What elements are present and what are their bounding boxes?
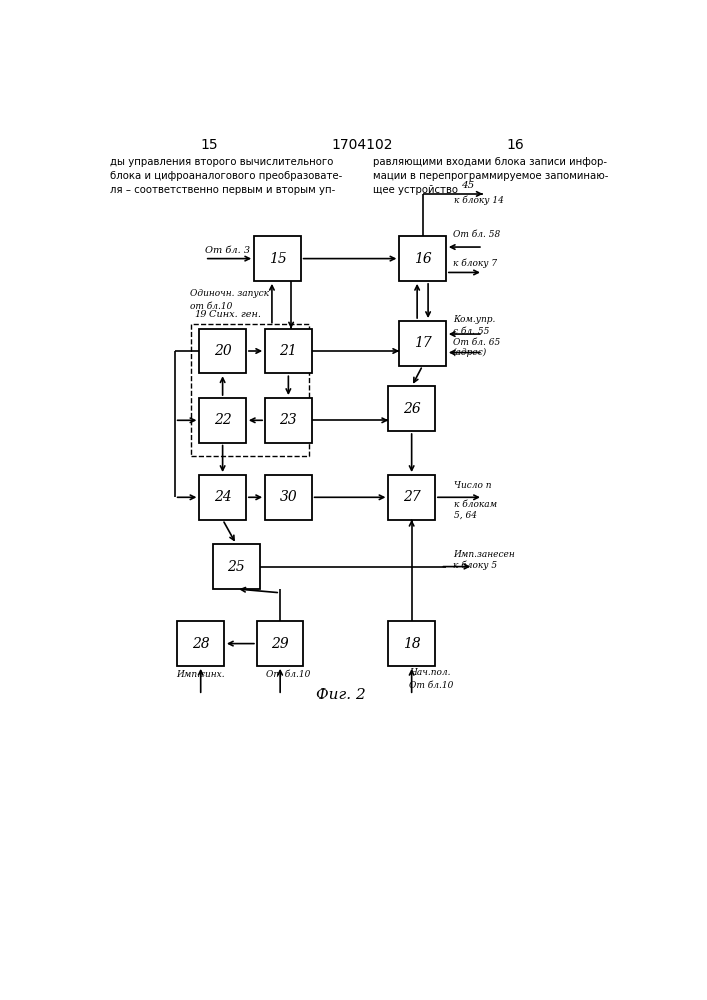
Text: равляющими входами блока записи инфор-
мации в перепрограммируемое запоминаю-
ще: равляющими входами блока записи инфор- м… bbox=[373, 157, 609, 195]
Bar bbox=[388, 386, 435, 431]
Bar bbox=[199, 329, 246, 373]
Bar bbox=[213, 544, 259, 589]
Text: 16: 16 bbox=[507, 138, 525, 152]
Text: 27: 27 bbox=[403, 490, 421, 504]
Text: Имп.занесен: Имп.занесен bbox=[452, 550, 515, 559]
Bar bbox=[254, 236, 300, 281]
Bar bbox=[192, 324, 309, 456]
Text: 24: 24 bbox=[214, 490, 231, 504]
Text: 25: 25 bbox=[228, 560, 245, 574]
Text: к блоку 5: к блоку 5 bbox=[452, 561, 497, 570]
Bar bbox=[388, 475, 435, 520]
Text: ды управления второго вычислительного
блока и цифроаналогового преобразовате-
ля: ды управления второго вычислительного бл… bbox=[110, 157, 343, 195]
Text: От бл.10: От бл.10 bbox=[409, 681, 453, 690]
Text: 29: 29 bbox=[271, 637, 289, 651]
Text: 28: 28 bbox=[192, 637, 209, 651]
Text: От бл. 65: От бл. 65 bbox=[452, 338, 500, 347]
Text: 45: 45 bbox=[461, 181, 474, 190]
Bar bbox=[265, 475, 312, 520]
Text: с бл. 55: с бл. 55 bbox=[452, 327, 489, 336]
Text: Одиночн. запуск: Одиночн. запуск bbox=[189, 289, 269, 298]
Text: 18: 18 bbox=[403, 637, 421, 651]
Text: 5, 64: 5, 64 bbox=[455, 511, 477, 520]
Text: Фиг. 2: Фиг. 2 bbox=[315, 688, 366, 702]
Text: 30: 30 bbox=[279, 490, 297, 504]
Text: 1704102: 1704102 bbox=[332, 138, 393, 152]
Bar bbox=[265, 398, 312, 443]
Bar bbox=[199, 398, 246, 443]
Text: 21: 21 bbox=[279, 344, 297, 358]
Text: От бл.10: От бл.10 bbox=[267, 670, 311, 679]
Text: От бл. 58: От бл. 58 bbox=[452, 230, 500, 239]
Bar bbox=[265, 329, 312, 373]
Text: 22: 22 bbox=[214, 413, 231, 427]
Text: Число п: Число п bbox=[455, 481, 492, 490]
Text: 15: 15 bbox=[200, 138, 218, 152]
Text: Синх. ген.: Синх. ген. bbox=[209, 310, 261, 319]
Text: от бл.10: от бл.10 bbox=[189, 302, 232, 311]
Text: 23: 23 bbox=[279, 413, 297, 427]
Text: 19: 19 bbox=[194, 310, 206, 319]
Bar bbox=[388, 621, 435, 666]
Bar bbox=[199, 475, 246, 520]
Text: 17: 17 bbox=[414, 336, 431, 350]
Bar bbox=[399, 236, 446, 281]
Text: к блоку 14: к блоку 14 bbox=[455, 195, 504, 205]
Bar bbox=[257, 621, 303, 666]
Text: 16: 16 bbox=[414, 252, 431, 266]
Text: к блоку 7: к блоку 7 bbox=[452, 258, 497, 268]
Text: Ком.упр.: Ком.упр. bbox=[452, 315, 495, 324]
Text: 26: 26 bbox=[403, 402, 421, 416]
Bar bbox=[177, 621, 224, 666]
Text: 15: 15 bbox=[269, 252, 286, 266]
Text: 20: 20 bbox=[214, 344, 231, 358]
Bar bbox=[399, 321, 446, 366]
Text: От бл. 3: От бл. 3 bbox=[205, 246, 250, 255]
Text: к блокам: к блокам bbox=[455, 500, 498, 509]
Text: Имп.синх.: Имп.синх. bbox=[176, 670, 225, 679]
Text: Нач.пол.: Нач.пол. bbox=[409, 668, 450, 677]
Text: (адрес): (адрес) bbox=[452, 348, 487, 357]
